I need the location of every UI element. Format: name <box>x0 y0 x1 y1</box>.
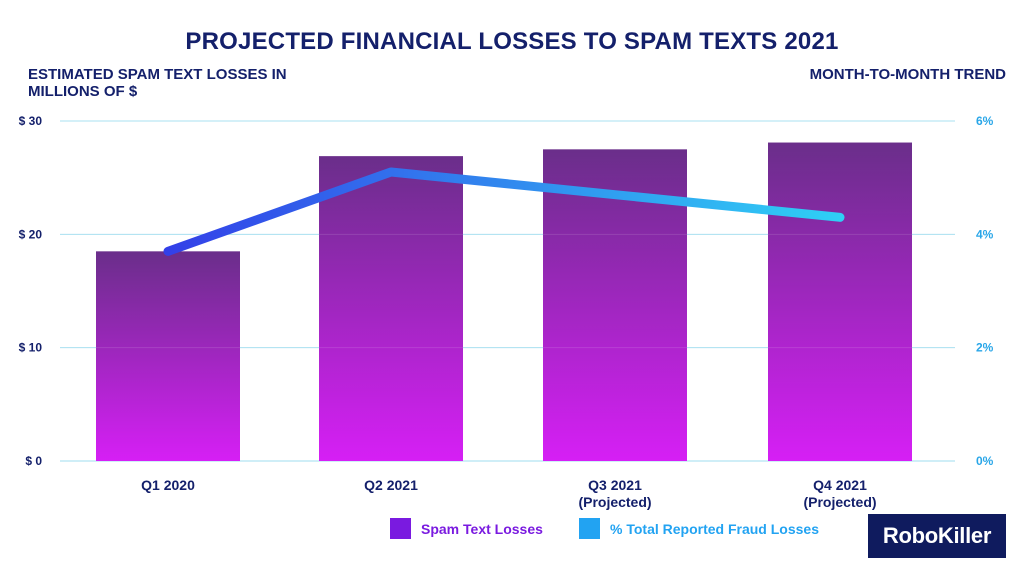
trend-line-path[interactable] <box>163 167 845 256</box>
y-tick-label-left: $ 30 <box>19 114 43 128</box>
y-tick-label-right: 6% <box>976 114 994 128</box>
y-tick-label-left: $ 10 <box>19 341 43 355</box>
legend-label: % Total Reported Fraud Losses <box>610 520 819 537</box>
bars <box>60 120 955 462</box>
y-tick-label-right: 2% <box>976 341 994 355</box>
trend-line <box>163 167 845 256</box>
x-tick-label: (Projected) <box>803 494 876 510</box>
left-axis-title: ESTIMATED SPAM TEXT LOSSES IN MILLIONS O… <box>28 66 287 100</box>
legend: Spam Text Losses % Total Reported Fraud … <box>0 518 1024 542</box>
bar[interactable] <box>768 142 912 462</box>
y-tick-label-right: 0% <box>976 454 994 468</box>
legend-swatch-line <box>579 518 600 539</box>
legend-label: Spam Text Losses <box>421 520 543 537</box>
legend-item-spam-text-losses[interactable]: Spam Text Losses <box>390 518 543 539</box>
bar[interactable] <box>96 251 240 461</box>
chart-title: PROJECTED FINANCIAL LOSSES TO SPAM TEXTS… <box>185 28 839 55</box>
x-tick-label: Q1 2020 <box>141 477 195 493</box>
bar[interactable] <box>319 156 463 461</box>
x-tick-label: Q4 2021 <box>813 477 867 493</box>
x-tick-label: (Projected) <box>578 494 651 510</box>
legend-swatch-bar <box>390 518 411 539</box>
legend-item-fraud-losses[interactable]: % Total Reported Fraud Losses <box>579 518 819 539</box>
right-axis-title: MONTH-TO-MONTH TREND <box>809 66 1006 83</box>
y-tick-label-left: $ 20 <box>19 227 43 241</box>
robokiller-logo[interactable]: RoboKiller <box>868 514 1006 558</box>
y-tick-label-right: 4% <box>976 227 994 241</box>
x-tick-label: Q2 2021 <box>364 477 418 493</box>
x-tick-label: Q3 2021 <box>588 477 642 493</box>
tick-labels: $ 0 0% $ 10 2% $ 20 4% $ 30 6% Q1 2020 Q2 2021 Q3 … <box>19 114 994 510</box>
y-tick-label-left: $ 0 <box>25 454 42 468</box>
